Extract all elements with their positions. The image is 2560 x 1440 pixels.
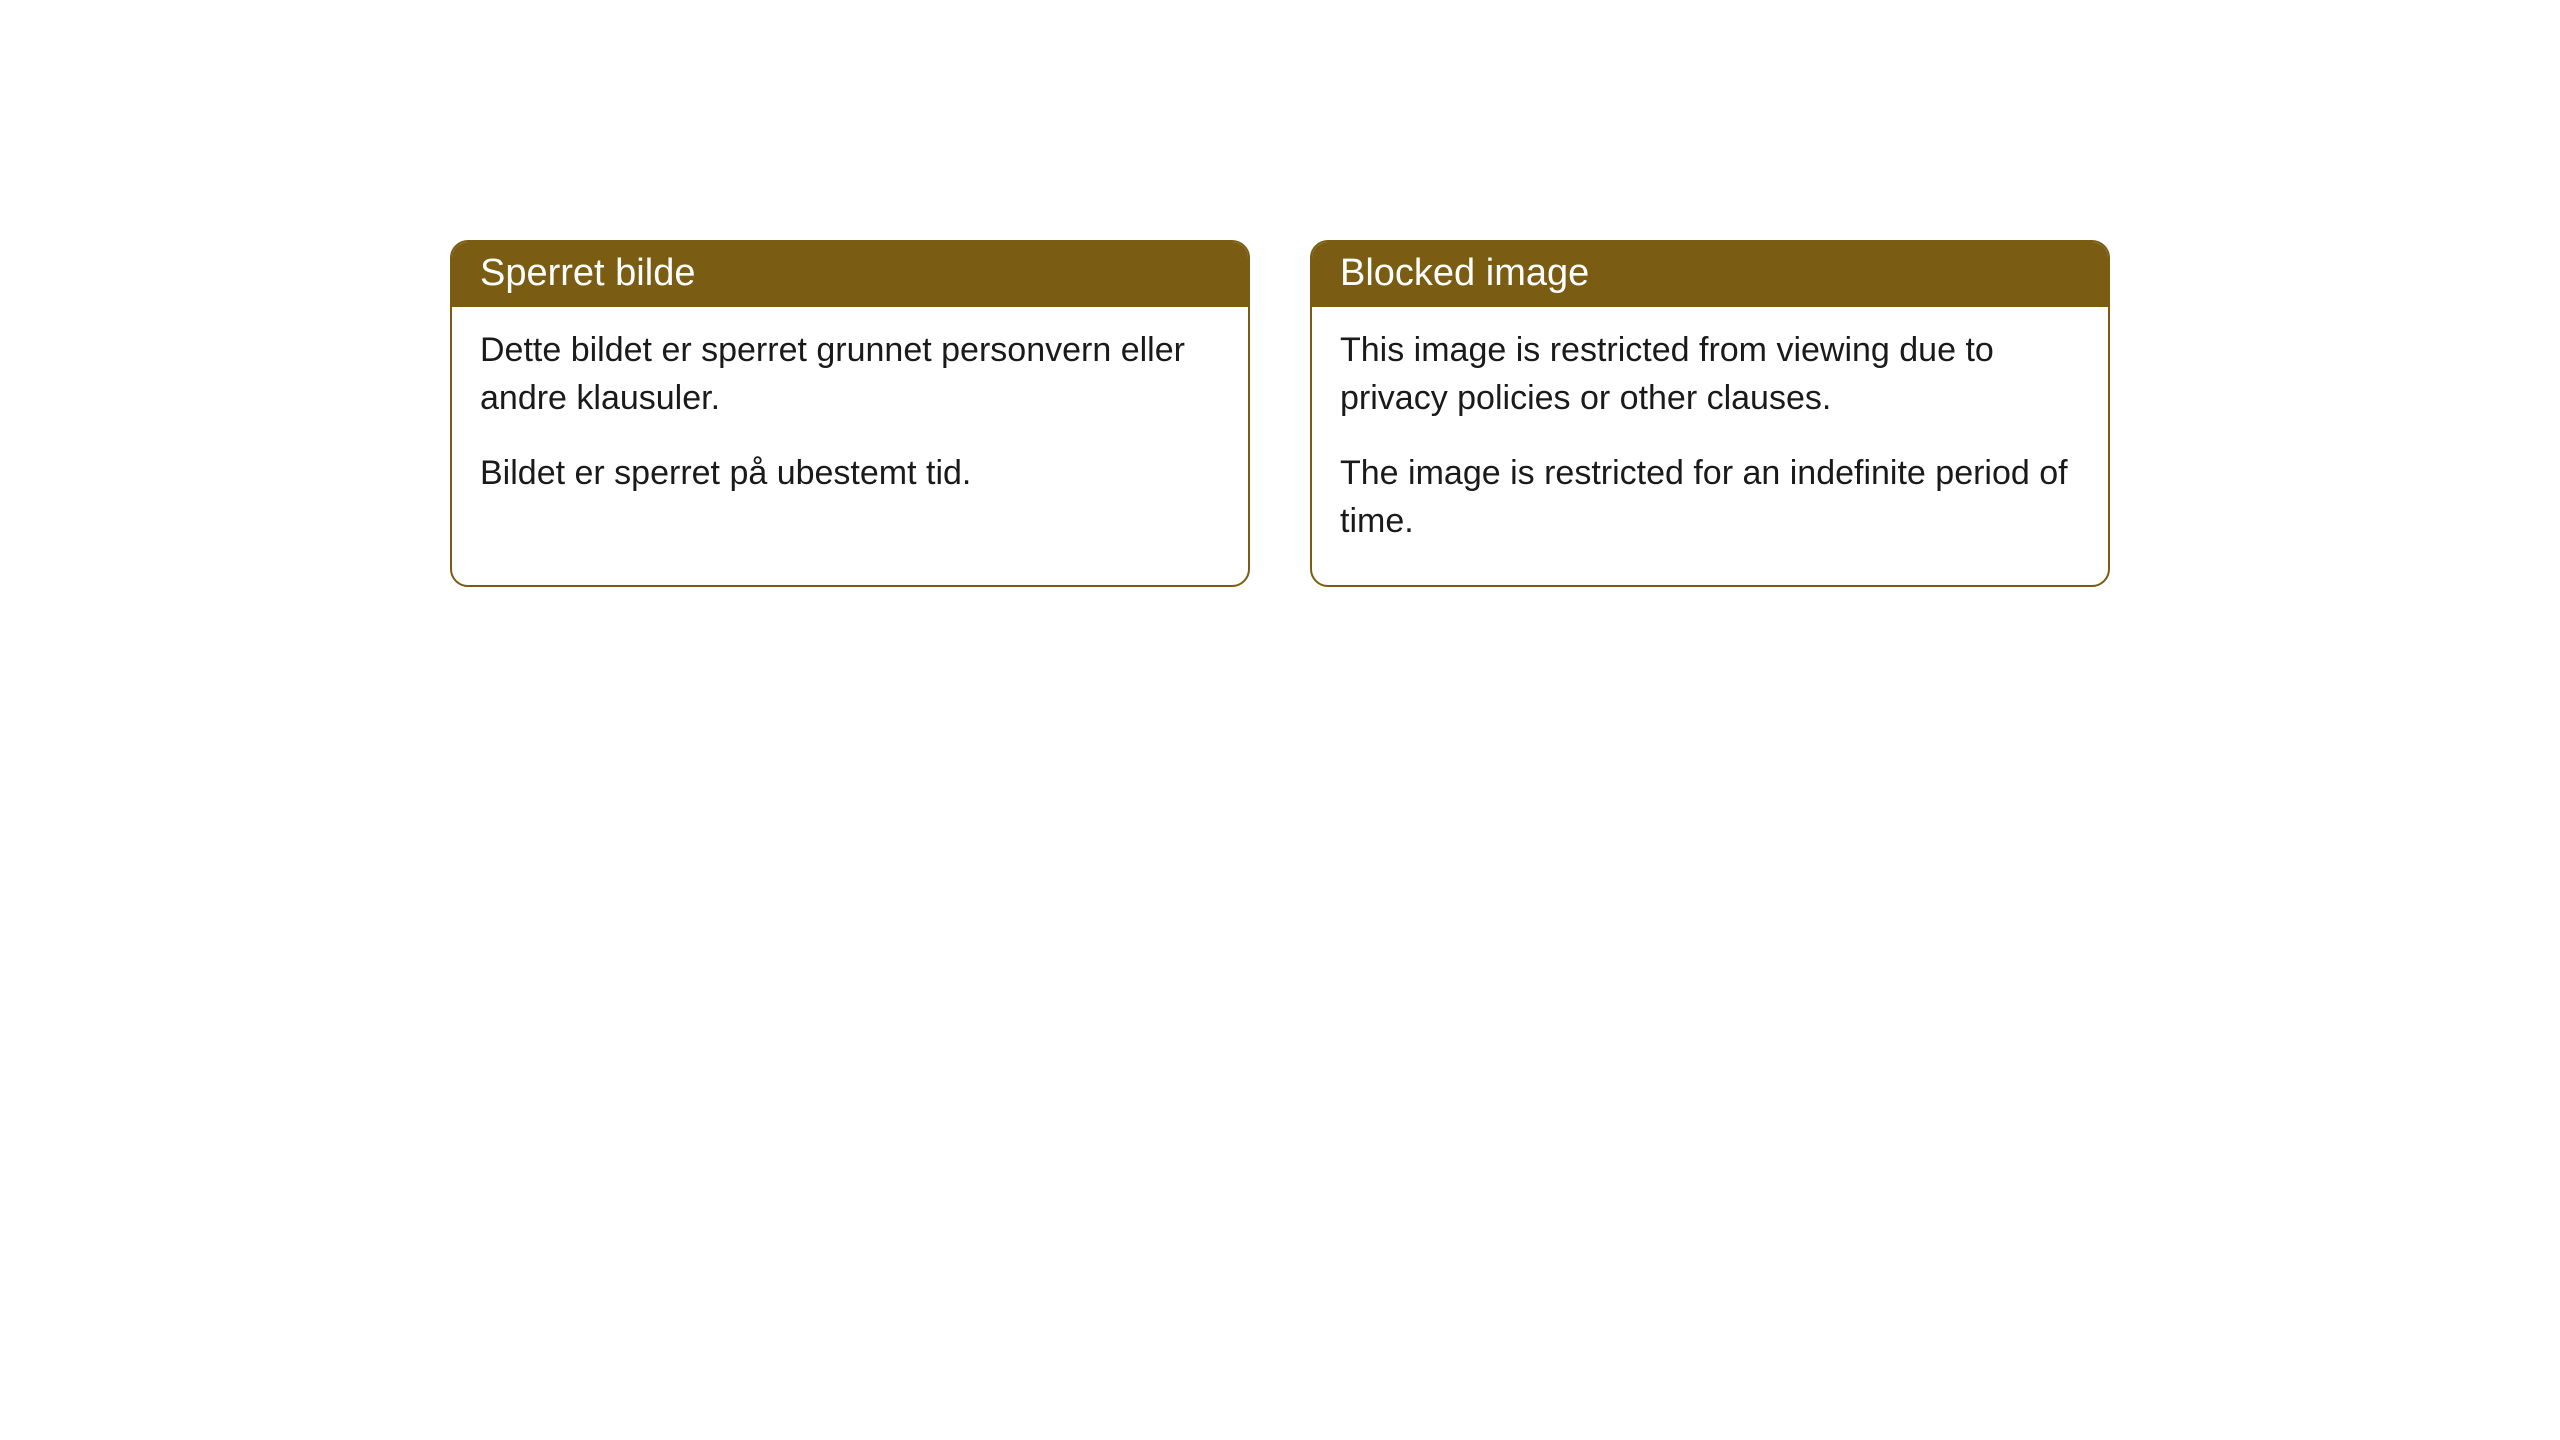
card-paragraph: Dette bildet er sperret grunnet personve… <box>480 327 1220 422</box>
cards-container: Sperret bilde Dette bildet er sperret gr… <box>450 240 2110 587</box>
card-header: Sperret bilde <box>452 242 1248 307</box>
card-norwegian: Sperret bilde Dette bildet er sperret gr… <box>450 240 1250 587</box>
card-english: Blocked image This image is restricted f… <box>1310 240 2110 587</box>
card-title: Sperret bilde <box>480 252 695 294</box>
card-paragraph: The image is restricted for an indefinit… <box>1340 450 2080 545</box>
card-paragraph: Bildet er sperret på ubestemt tid. <box>480 450 1220 498</box>
card-body: Dette bildet er sperret grunnet personve… <box>452 307 1248 538</box>
card-body: This image is restricted from viewing du… <box>1312 307 2108 585</box>
card-header: Blocked image <box>1312 242 2108 307</box>
card-title: Blocked image <box>1340 252 1589 294</box>
card-paragraph: This image is restricted from viewing du… <box>1340 327 2080 422</box>
